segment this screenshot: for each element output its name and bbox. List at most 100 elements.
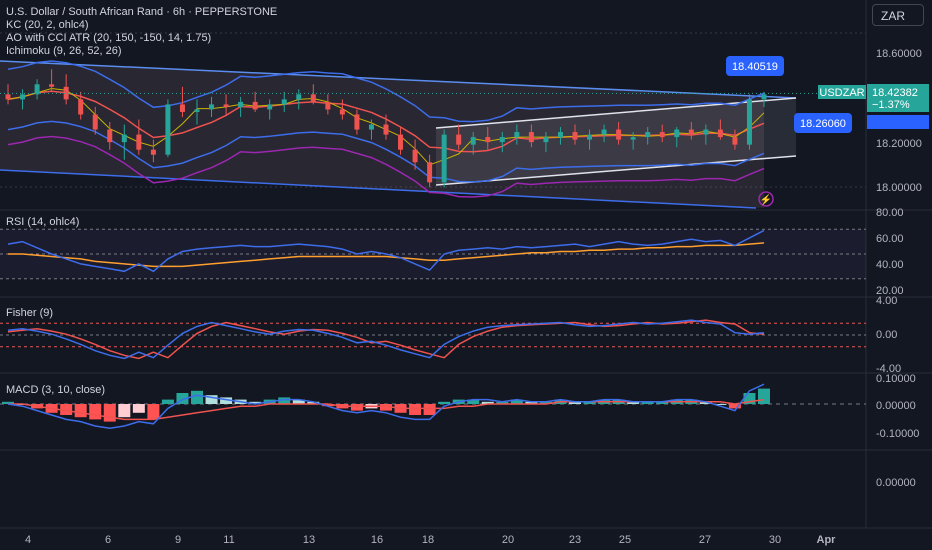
macd-histogram-bar — [307, 401, 320, 404]
price-callout-high-text: 18.40519 — [732, 61, 778, 73]
ichimoku-indicator-label[interactable]: Ichimoku (9, 26, 52, 26) — [6, 45, 122, 57]
symbol-tag-text: USDZAR — [819, 87, 864, 99]
candle-body — [252, 101, 258, 110]
candle-body — [441, 134, 447, 183]
macd-histogram-bar — [641, 401, 654, 404]
candle-body — [78, 99, 84, 115]
candle-body — [703, 129, 709, 135]
price-axis[interactable]: 18.6000018.4000018.2000018.0000080.0060.… — [818, 48, 929, 489]
candle-body — [746, 99, 752, 145]
candle-body — [761, 94, 767, 100]
macd-histogram-bar — [699, 401, 712, 404]
fisher-tick-label: -4.00 — [876, 363, 901, 375]
macd-histogram-bar — [656, 401, 669, 404]
candle-body — [630, 137, 636, 140]
time-axis-label: 27 — [699, 534, 711, 546]
candle-body — [136, 134, 142, 150]
price-callout-low — [794, 113, 852, 133]
macd-tick-label: 0.10000 — [876, 373, 916, 385]
candle-body — [223, 104, 229, 107]
candle-body — [688, 129, 694, 135]
candle-body — [456, 134, 462, 145]
channel-upper-line — [0, 60, 797, 99]
macd-histogram-bar — [2, 401, 14, 404]
macd-histogram-bar — [539, 401, 552, 404]
macd-histogram-bar — [525, 401, 538, 404]
macd-histogram-bar — [161, 399, 174, 404]
price-tag-change: −1.37% — [872, 99, 910, 111]
macd-histogram-bar — [714, 404, 727, 405]
candle-body — [325, 101, 331, 110]
candle-body — [645, 132, 651, 138]
rsi-tick-label: 60.00 — [876, 233, 904, 245]
candle-body — [281, 99, 287, 105]
macd-histogram-bar — [292, 399, 305, 404]
macd-histogram-bar — [728, 404, 741, 409]
time-axis-label: 20 — [502, 534, 514, 546]
candle-body — [92, 114, 98, 130]
fisher-tick-label: 4.00 — [876, 295, 897, 307]
macd-tick-label: 0.00000 — [876, 477, 916, 489]
candle-body — [587, 134, 593, 140]
time-axis-label: 4 — [25, 534, 31, 546]
candle-body — [485, 137, 491, 143]
time-axis-label: 23 — [569, 534, 581, 546]
fisher-legend[interactable]: Fisher (9) — [6, 307, 54, 319]
rsi-tick-label: 40.00 — [876, 259, 904, 271]
candle-body — [20, 94, 26, 100]
macd-histogram-bar — [409, 404, 422, 415]
ichimoku-span-line — [7, 135, 765, 198]
kc-lower-band — [7, 120, 765, 183]
kc-indicator-label[interactable]: KC (20, 2, ohlc4) — [6, 19, 89, 31]
time-axis-label: 16 — [371, 534, 383, 546]
time-axis-label: 18 — [422, 534, 434, 546]
rsi-tick-label: 80.00 — [876, 207, 904, 219]
candle-body — [107, 129, 113, 143]
macd-histogram-bar — [467, 399, 480, 404]
rising-channel-lower — [435, 155, 797, 186]
callout-axis-tag — [867, 115, 929, 129]
price-callout-low-text: 18.26060 — [800, 118, 846, 130]
price-callout-high — [726, 56, 784, 76]
candle-body — [238, 101, 244, 107]
chart-legend: U.S. Dollar / South African Rand · 6h · … — [6, 6, 277, 58]
candle-body — [5, 94, 11, 100]
candle-body — [732, 137, 738, 145]
lightning-icon: ⚡ — [760, 193, 772, 206]
macd-histogram-bar — [569, 401, 581, 404]
candle-body — [63, 86, 69, 100]
macd-legend[interactable]: MACD (3, 10, close) — [6, 384, 106, 396]
macd-line — [7, 383, 765, 429]
fisher-panel[interactable] — [0, 319, 866, 360]
price-panel[interactable]: 18.40519 18.26060 ⚡ — [0, 56, 866, 209]
candle-body — [150, 149, 156, 155]
macd-histogram-bar — [496, 401, 509, 404]
fisher-tick-label: 0.00 — [876, 329, 897, 341]
macd-panel[interactable] — [0, 383, 866, 429]
alert-icon — [758, 191, 774, 207]
chart-title: U.S. Dollar / South African Rand · 6h · … — [6, 6, 278, 18]
candle-body — [499, 137, 505, 143]
time-axis-label: 9 — [175, 534, 181, 546]
macd-histogram-bar — [132, 404, 145, 413]
macd-histogram-bar — [278, 397, 291, 404]
macd-tick-label: 0.00000 — [876, 400, 916, 412]
macd-histogram-bar — [583, 401, 596, 404]
macd-histogram-bar — [147, 404, 160, 420]
currency-selector-button[interactable]: ZAR — [872, 4, 924, 26]
time-axis[interactable]: 4 6 9 11 13 16 18 20 23 25 27 30 Apr — [0, 527, 932, 546]
candle-body — [368, 124, 374, 130]
candle-body — [354, 114, 360, 130]
candle-body — [179, 104, 185, 112]
candle-body — [659, 132, 665, 138]
candle-body — [674, 129, 680, 138]
macd-histogram-bar — [627, 401, 640, 404]
rsi-legend[interactable]: RSI (14, ohlc4) — [6, 216, 80, 228]
ao-indicator-label[interactable]: AO with CCI ATR (20, 150, -150, 14, 1.75… — [6, 32, 212, 44]
price-tick-label: 18.00000 — [876, 182, 922, 194]
macd-histogram-bar — [380, 404, 392, 411]
price-tag-value: 18.42382 — [872, 87, 918, 99]
candle-body — [616, 129, 622, 140]
rsi-panel[interactable] — [0, 228, 866, 280]
